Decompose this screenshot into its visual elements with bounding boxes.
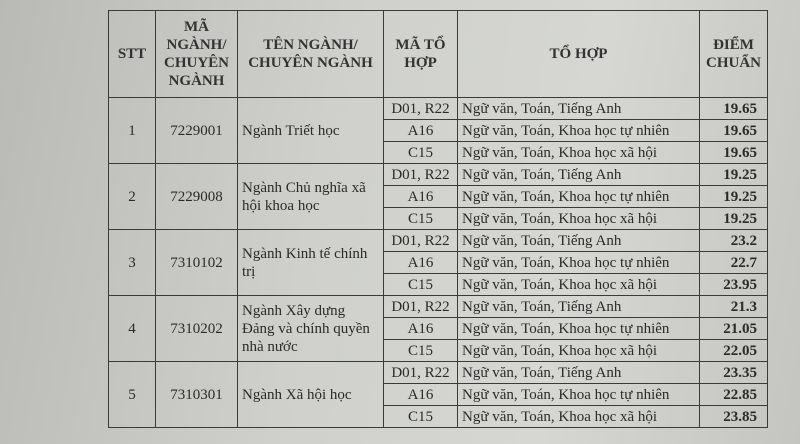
header-row: STT MÃ NGÀNH/ CHUYÊN NGÀNH TÊN NGÀNH/ CH… bbox=[108, 10, 768, 98]
subjects-cell: Ngữ văn, Toán, Tiếng Anh bbox=[457, 97, 700, 120]
subjects-cell: Ngữ văn, Toán, Khoa học xã hội bbox=[457, 273, 700, 296]
table-row: C15 Ngữ văn, Toán, Khoa học xã hội 19.65 bbox=[109, 141, 768, 164]
score-cell: 23.85 bbox=[699, 405, 768, 428]
combo-code-cell: D01, R22 bbox=[383, 97, 458, 120]
major-name-cell: Ngành Kinh tế chính trị bbox=[237, 229, 384, 296]
table-row: 4 7310202 Ngành Xây dựng Đảng và chính quy… bbox=[108, 295, 768, 362]
score-cell: 22.05 bbox=[699, 339, 768, 362]
table-row: A16 Ngữ văn, Toán, Khoa học tự nhiên 22.85 bbox=[109, 383, 768, 406]
major-code-cell: 7229008 bbox=[155, 163, 238, 230]
header-ten-nganh: TÊN NGÀNH/ CHUYÊN NGÀNH bbox=[237, 10, 384, 98]
subjects-cell: Ngữ văn, Toán, Khoa học tự nhiên bbox=[457, 251, 700, 274]
score-cell: 19.25 bbox=[699, 207, 768, 230]
score-cell: 22.7 bbox=[699, 251, 768, 274]
stt-cell: 5 bbox=[108, 361, 156, 428]
header-ma-to-hop: MÃ TỔ HỢP bbox=[383, 10, 458, 98]
subjects-cell: Ngữ văn, Toán, Khoa học xã hội bbox=[457, 207, 700, 230]
subjects-cell: Ngữ văn, Toán, Khoa học xã hội bbox=[457, 339, 700, 362]
score-cell: 19.65 bbox=[699, 119, 768, 142]
subjects-cell: Ngữ văn, Toán, Tiếng Anh bbox=[457, 163, 700, 186]
score-cell: 22.85 bbox=[699, 383, 768, 406]
combo-code-cell: A16 bbox=[383, 383, 458, 406]
subjects-cell: Ngữ văn, Toán, Tiếng Anh bbox=[457, 229, 700, 252]
subjects-cell: Ngữ văn, Toán, Khoa học tự nhiên bbox=[457, 185, 700, 208]
subjects-cell: Ngữ văn, Toán, Khoa học xã hội bbox=[457, 405, 700, 428]
combo-code-cell: A16 bbox=[383, 185, 458, 208]
combo-code-cell: C15 bbox=[383, 207, 458, 230]
score-cell: 19.25 bbox=[699, 163, 768, 186]
subjects-cell: Ngữ văn, Toán, Tiếng Anh bbox=[457, 361, 700, 384]
table-row: C15 Ngữ văn, Toán, Khoa học xã hội 23.85 bbox=[109, 405, 768, 428]
score-cell: 19.25 bbox=[699, 185, 768, 208]
major-code-cell: 7310301 bbox=[155, 361, 238, 428]
major-name-cell: Ngành Xã hội học bbox=[237, 361, 384, 428]
score-cell: 19.65 bbox=[699, 141, 768, 164]
subjects-cell: Ngữ văn, Toán, Khoa học tự nhiên bbox=[457, 317, 700, 340]
major-name-cell: Ngành Xây dựng Đảng và chính quyền nhà n… bbox=[237, 295, 384, 362]
combo-code-cell: A16 bbox=[383, 119, 458, 142]
score-cell: 19.65 bbox=[699, 97, 768, 120]
subjects-cell: Ngữ văn, Toán, Tiếng Anh bbox=[457, 295, 700, 318]
combo-code-cell: C15 bbox=[383, 273, 458, 296]
combo-code-cell: D01, R22 bbox=[383, 361, 458, 384]
header-ma-nganh: MÃ NGÀNH/ CHUYÊN NGÀNH bbox=[155, 10, 238, 98]
subjects-cell: Ngữ văn, Toán, Khoa học xã hội bbox=[457, 141, 700, 164]
table-row: 2 7229008 Ngành Chủ nghĩa xã hội khoa học D… bbox=[108, 163, 768, 230]
subjects-cell: Ngữ văn, Toán, Khoa học tự nhiên bbox=[457, 383, 700, 406]
table-row: C15 Ngữ văn, Toán, Khoa học xã hội 23.95 bbox=[109, 273, 768, 296]
table-row: 3 7310102 Ngành Kinh tế chính trị D01, R22 N… bbox=[108, 229, 768, 296]
table-row: A16 Ngữ văn, Toán, Khoa học tự nhiên 22.7 bbox=[109, 251, 768, 274]
score-cell: 23.35 bbox=[699, 361, 768, 384]
admission-scores-table: STT MÃ NGÀNH/ CHUYÊN NGÀNH TÊN NGÀNH/ CH… bbox=[108, 10, 768, 428]
combo-code-cell: A16 bbox=[383, 251, 458, 274]
subjects-cell: Ngữ văn, Toán, Khoa học tự nhiên bbox=[457, 119, 700, 142]
score-cell: 21.3 bbox=[699, 295, 768, 318]
header-diem-chuan: ĐIỂM CHUẨN bbox=[699, 10, 768, 98]
score-cell: 23.2 bbox=[699, 229, 768, 252]
combo-code-cell: C15 bbox=[383, 339, 458, 362]
major-name-cell: Ngành Triết học bbox=[237, 97, 384, 164]
table-row: C15 Ngữ văn, Toán, Khoa học xã hội 22.05 bbox=[109, 339, 768, 362]
stt-cell: 2 bbox=[108, 163, 156, 230]
major-code-cell: 7310102 bbox=[155, 229, 238, 296]
stt-cell: 3 bbox=[108, 229, 156, 296]
table-row: A16 Ngữ văn, Toán, Khoa học tự nhiên 21.05 bbox=[109, 317, 768, 340]
combo-code-cell: D01, R22 bbox=[383, 229, 458, 252]
combo-code-cell: D01, R22 bbox=[383, 163, 458, 186]
major-code-cell: 7229001 bbox=[155, 97, 238, 164]
stt-cell: 4 bbox=[108, 295, 156, 362]
major-code-cell: 7310202 bbox=[155, 295, 238, 362]
header-stt: STT bbox=[108, 10, 156, 98]
combo-code-cell: C15 bbox=[383, 405, 458, 428]
combo-code-cell: A16 bbox=[383, 317, 458, 340]
table-row: 5 7310301 Ngành Xã hội học D01, R22 Ngữ văn,… bbox=[108, 361, 768, 428]
table-row: 1 7229001 Ngành Triết học D01, R22 Ngữ văn, … bbox=[108, 97, 768, 164]
stt-cell: 1 bbox=[108, 97, 156, 164]
score-cell: 21.05 bbox=[699, 317, 768, 340]
combo-code-cell: D01, R22 bbox=[383, 295, 458, 318]
score-cell: 23.95 bbox=[699, 273, 768, 296]
major-name-cell: Ngành Chủ nghĩa xã hội khoa học bbox=[237, 163, 384, 230]
header-to-hop: TỔ HỢP bbox=[457, 10, 700, 98]
combo-code-cell: C15 bbox=[383, 141, 458, 164]
